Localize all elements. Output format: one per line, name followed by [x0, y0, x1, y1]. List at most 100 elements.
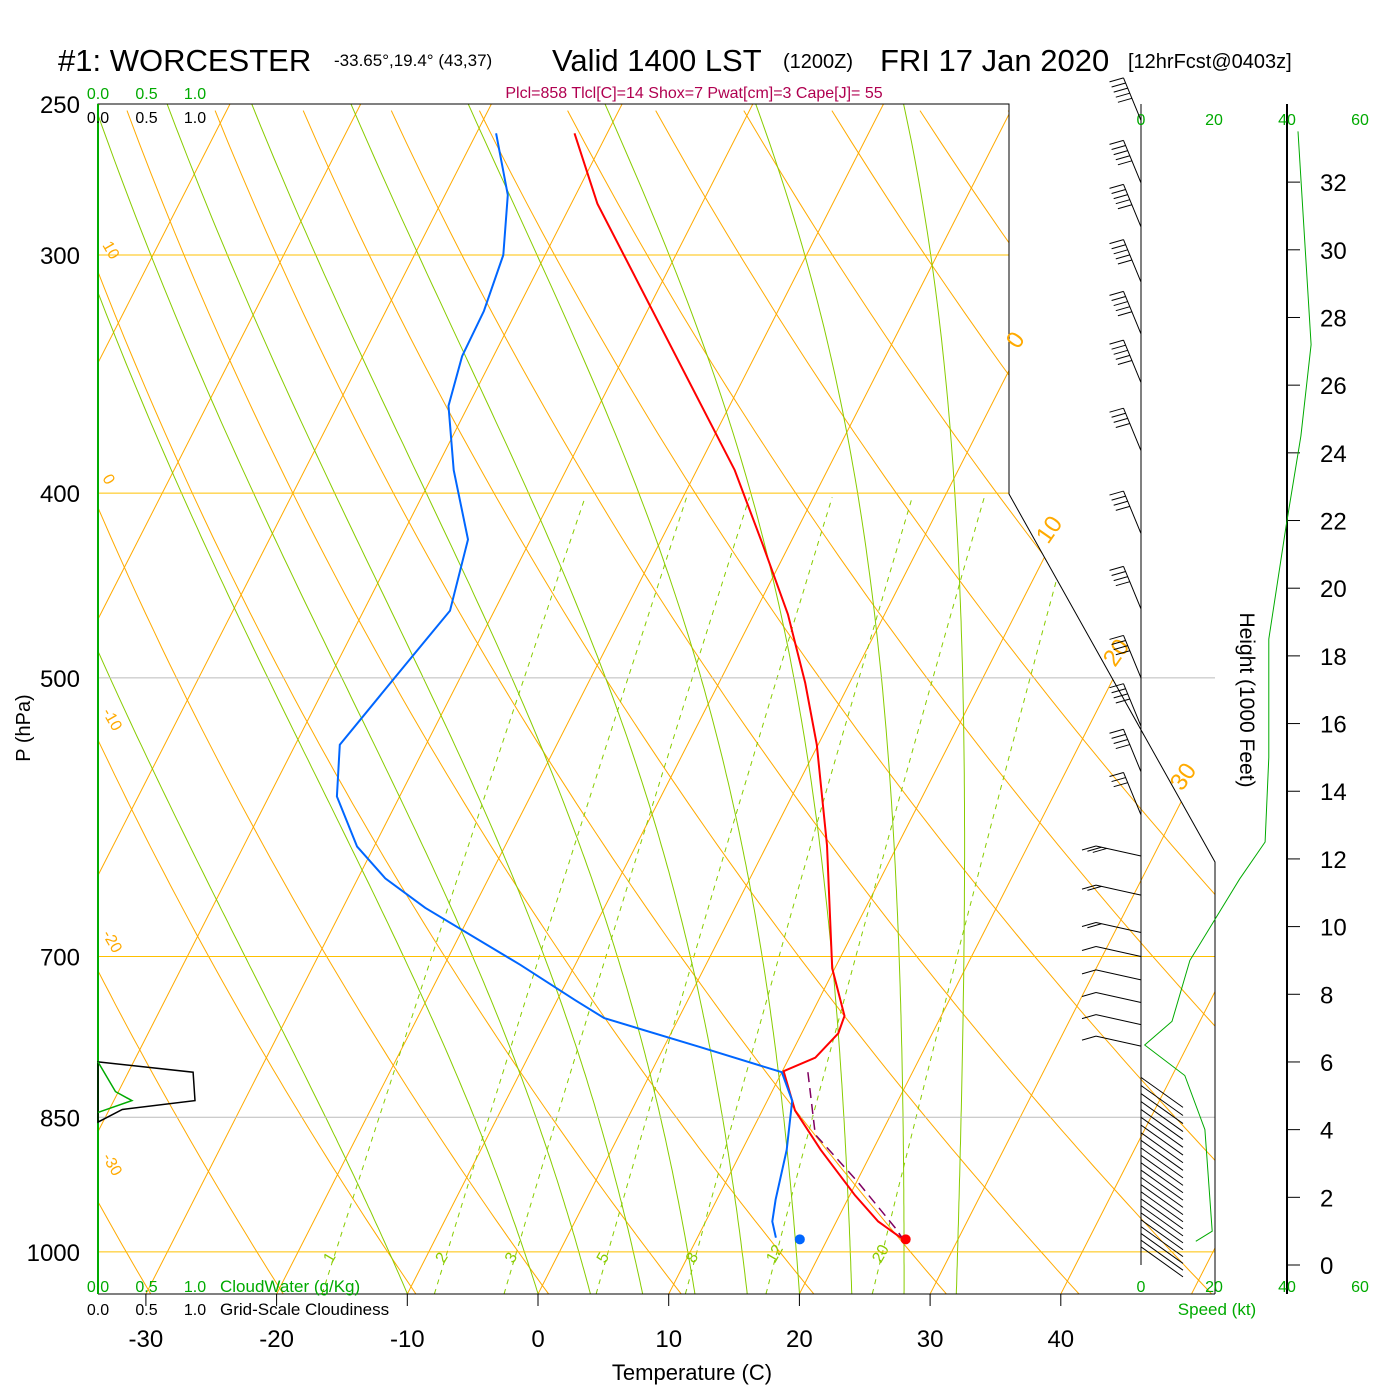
wind-barb-staff — [1123, 140, 1142, 184]
cloudiness-scale-top: 0.5 — [135, 110, 157, 127]
isotherm-line — [276, 104, 884, 1294]
speed-tick-label-top: 0 — [1137, 112, 1146, 129]
cloudwater-scale-top: 1.0 — [184, 86, 206, 103]
wind-barb-staff — [1123, 408, 1142, 451]
low-level-wind-barb — [1140, 1191, 1184, 1223]
cloudiness-scale-bottom: 0.0 — [87, 1302, 109, 1319]
isotherm-label-left: 0 — [99, 472, 118, 488]
wind-barb-flag — [1111, 495, 1126, 501]
low-level-wind-barb — [1140, 1246, 1184, 1278]
moist-adiabat-line — [98, 104, 539, 1294]
parcel-line — [807, 1072, 904, 1240]
wind-barb — [1109, 728, 1142, 772]
wind-barb-flag — [1115, 354, 1130, 360]
wind-barb — [1081, 1014, 1142, 1026]
low-level-wind-barb — [1140, 1076, 1184, 1108]
indices-text: Plcl=858 Tlcl[C]=14 Shox=7 Pwat[cm]=3 Ca… — [505, 85, 882, 102]
wind-barb-flag — [1115, 698, 1130, 704]
dry-adiabat-line — [919, 110, 1215, 1294]
wind-barb-staff — [1123, 772, 1142, 816]
wind-barb-flag — [1111, 777, 1126, 783]
wind-barb — [1081, 922, 1142, 934]
isotherm-line — [145, 104, 754, 1294]
wind-barb — [1081, 845, 1142, 857]
dry-adiabat-line — [655, 110, 1215, 1294]
dry-adiabat-line — [98, 110, 682, 1294]
wind-barb-flag — [1115, 199, 1130, 205]
height-tick-label: 16 — [1320, 712, 1347, 739]
wind-barb — [1109, 634, 1142, 679]
surface-dewpoint-point — [794, 1234, 805, 1245]
wind-barb-flag — [1113, 645, 1128, 651]
low-level-wind-barb — [1140, 1147, 1184, 1179]
pressure-tick-label: 1000 — [27, 1240, 80, 1267]
wind-barb-flag — [1113, 249, 1128, 255]
moist-adiabat-line — [98, 104, 408, 1294]
dry-adiabat-line — [1273, 111, 1400, 1294]
wind-barb — [1081, 969, 1142, 981]
dry-adiabat-line — [302, 110, 1080, 1294]
dry-adiabat-line — [567, 110, 1215, 1294]
dry-adiabat-line — [478, 110, 1215, 1294]
mixing-ratio-label: 20 — [869, 1242, 893, 1266]
wind-barb-staff — [1123, 490, 1142, 534]
wind-barb-flag — [1113, 194, 1128, 200]
wind-barb — [1109, 565, 1142, 610]
wind-barb-flag — [1092, 847, 1107, 853]
speed-tick-label-bottom: 60 — [1351, 1279, 1369, 1296]
wind-barb-flag — [1081, 1035, 1097, 1041]
wind-barb-flag — [1113, 417, 1128, 423]
wind-barb-flag — [1113, 576, 1128, 582]
low-level-wind-barb — [1140, 1139, 1184, 1171]
wind-barb-flag — [1081, 992, 1097, 998]
wind-barb-flag — [1113, 782, 1128, 788]
mixing-ratio-line — [871, 497, 1080, 1294]
wind-barb — [1109, 77, 1142, 121]
isotherm-line — [1191, 104, 1215, 1294]
isotherm-line — [537, 104, 1146, 1294]
x-tick-label: 30 — [917, 1326, 944, 1353]
wind-barb-flag — [1115, 650, 1130, 656]
height-tick-label: 2 — [1320, 1185, 1333, 1212]
wind-barb-flag — [1111, 344, 1126, 350]
isotherm-line — [668, 104, 1215, 1294]
dry-adiabat-line — [98, 110, 417, 1294]
wind-barb-flag — [1115, 306, 1130, 312]
x-tick-label: -10 — [390, 1326, 425, 1353]
dry-adiabat-line — [98, 110, 284, 1294]
moist-adiabat-line — [98, 104, 591, 1294]
moist-adiabat-line — [900, 104, 966, 1294]
wind-barb-flag — [1117, 160, 1133, 166]
wind-barb — [1081, 946, 1142, 958]
wind-barb-flag — [1109, 290, 1124, 296]
moist-adiabat-line — [463, 104, 800, 1294]
wind-barb-flag — [1111, 571, 1126, 576]
cloudwater-scale-top: 0.5 — [135, 86, 157, 103]
wind-barb — [1109, 183, 1142, 228]
wind-barb-flag — [1109, 407, 1124, 413]
wind-barb-flag — [1113, 693, 1128, 699]
low-level-wind-barb — [1140, 1226, 1184, 1258]
wind-barb-flag — [1109, 771, 1124, 777]
cloudiness-scale-bottom: 1.0 — [184, 1302, 206, 1319]
mixing-ratio-line — [595, 497, 833, 1294]
isotherm-line — [929, 104, 1215, 1294]
low-level-wind-barb — [1140, 1085, 1184, 1116]
wind-barb-staff — [1123, 184, 1142, 228]
cloudwater-scale-bottom: 1.0 — [184, 1279, 206, 1296]
dry-adiabat-line — [214, 110, 947, 1294]
wind-barb-flag — [1111, 412, 1126, 418]
wind-barb-flag — [1081, 922, 1097, 928]
wind-barb-staff — [1123, 291, 1142, 335]
title-zulu: (1200Z) — [783, 51, 853, 73]
height-tick-label: 18 — [1320, 644, 1347, 671]
wind-barb-flag — [1115, 505, 1130, 511]
wind-barb-flag — [1115, 581, 1130, 587]
cloudiness-scale-top: 0.0 — [87, 110, 109, 127]
wind-barb-flag — [1111, 640, 1126, 646]
wind-barb-flag — [1109, 565, 1124, 571]
mixing-ratio-line — [321, 497, 586, 1294]
wind-barb-flag — [1081, 969, 1097, 975]
wind-barb-flag — [1087, 923, 1102, 929]
isotherm-line — [406, 104, 1015, 1294]
